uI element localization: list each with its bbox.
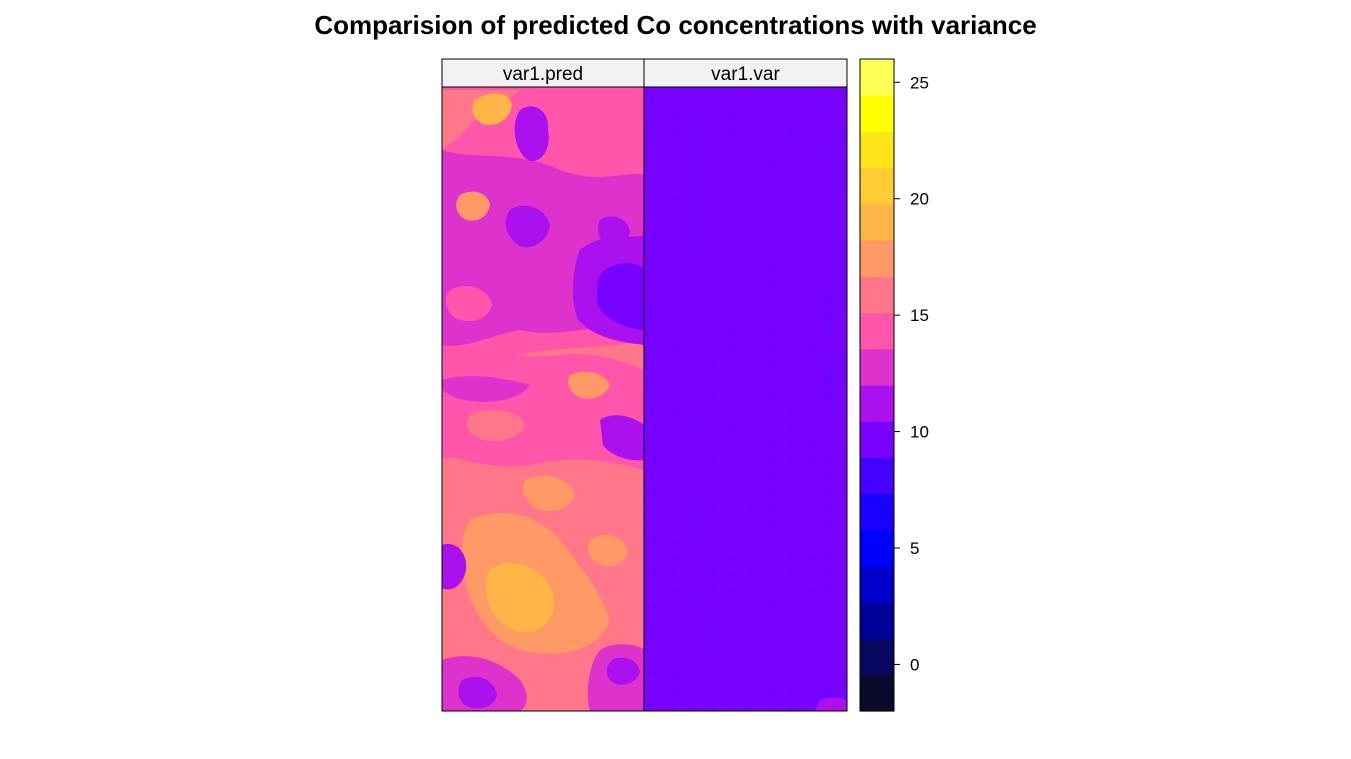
colorbar-tick-label: 15 [910, 306, 929, 325]
colorbar-tick-label: 0 [910, 655, 919, 674]
colorbar-swatch [860, 167, 894, 205]
var-surface [644, 87, 847, 711]
colorbar-swatch [860, 638, 894, 676]
colorbar-swatch [860, 240, 894, 277]
pred-strip-label: var1.pred [503, 64, 583, 85]
colorbar-swatch [860, 276, 894, 314]
colorbar-tick-label: 25 [910, 73, 929, 92]
pred-strip [441, 58, 645, 88]
colorbar-swatch [860, 59, 894, 96]
colorbar-swatch [860, 95, 894, 133]
colorbar-swatch [860, 385, 894, 422]
colorbar: 0 5 10 15 20 25 [859, 58, 929, 712]
colorbar-swatch [860, 493, 894, 531]
colorbar-swatch [860, 348, 894, 386]
colorbar-swatch [860, 529, 894, 567]
colorbar-swatch [860, 312, 894, 350]
colorbar-swatch [860, 566, 894, 603]
panel-var1-pred: var1.pred [441, 58, 645, 712]
pred-surface [442, 87, 644, 711]
colorbar-swatch [860, 602, 894, 640]
colorbar-tick-label: 5 [910, 539, 919, 558]
colorbar-tick-label: 10 [910, 423, 929, 442]
colorbar-swatch [860, 421, 894, 459]
colorbar-swatch [860, 203, 894, 241]
panel-var1-var: var1.var [643, 58, 848, 712]
var-strip-label: var1.var [711, 64, 780, 85]
colorbar-tick-label: 20 [910, 190, 929, 209]
var-strip [643, 58, 848, 88]
colorbar-frame [859, 58, 895, 712]
chart-title: Comparision of predicted Co concentratio… [314, 10, 1037, 40]
colorbar-swatch [860, 457, 894, 495]
colorbar-swatch [860, 131, 894, 169]
colorbar-swatch [860, 674, 894, 712]
